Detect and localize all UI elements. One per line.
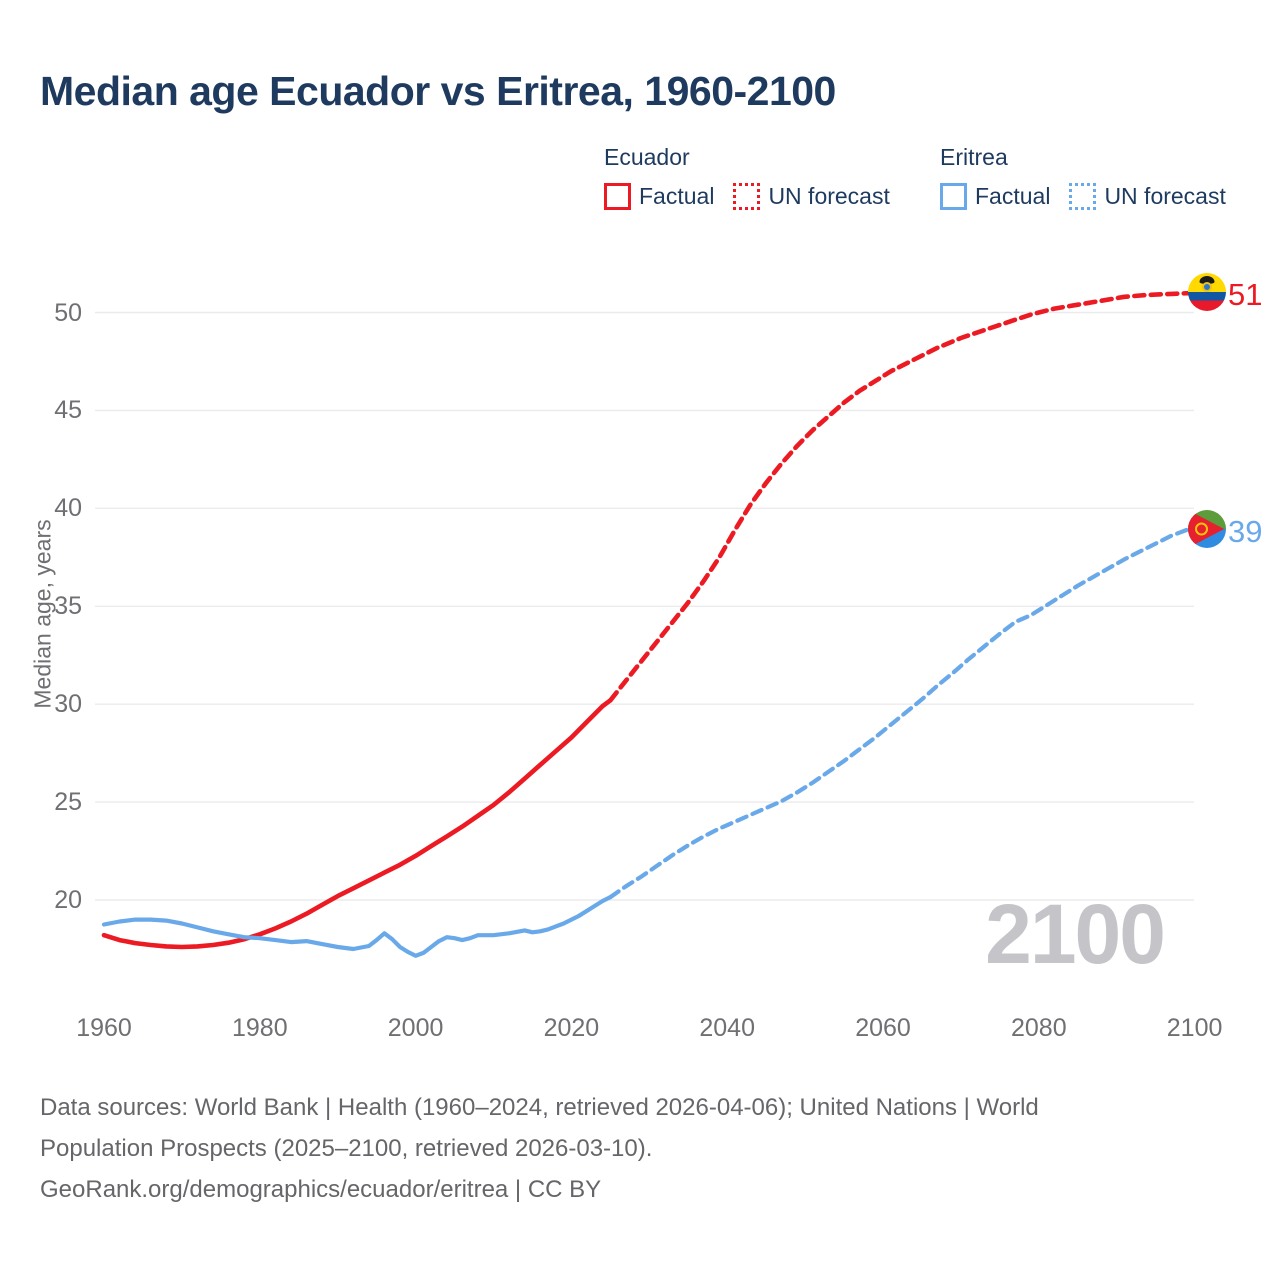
- eritrea-forecast-swatch-icon: [1069, 183, 1097, 210]
- ecuador-forecast-swatch-icon: [733, 183, 761, 210]
- y-tick-label: 50: [54, 298, 82, 327]
- legend-label: UN forecast: [768, 183, 890, 209]
- y-tick-label: 20: [54, 886, 82, 914]
- x-tick-label: 2100: [1166, 1014, 1223, 1042]
- page-title: Median age Ecuador vs Eritrea, 1960-2100: [40, 68, 836, 114]
- eritrea-flag-icon: [1188, 510, 1226, 548]
- x-tick-label: 2020: [543, 1014, 600, 1042]
- footer-line-sources: Data sources: World Bank | Health (1960–…: [40, 1094, 1039, 1121]
- legend-group-ecuador: Ecuador Factual UN forecast: [604, 144, 890, 210]
- eritrea-un-forecast-line: [608, 525, 1197, 900]
- legend-label: Factual: [639, 183, 715, 209]
- watermark-year: 2100: [985, 887, 1166, 981]
- legend-item-ecuador-factual: Factual: [604, 183, 714, 210]
- legend-label: UN forecast: [1104, 183, 1226, 209]
- y-tick-label: 40: [54, 494, 82, 523]
- y-tick-label: 35: [54, 592, 82, 621]
- ecuador-flag-icon: [1188, 273, 1226, 311]
- legend-group-title-ecuador: Ecuador: [604, 144, 690, 170]
- legend-row-eritrea: Factual UN forecast: [940, 183, 1226, 210]
- x-tick-label: 2000: [387, 1014, 444, 1042]
- x-tick-label: 2060: [855, 1014, 911, 1042]
- eritrea-end-value: 39: [1228, 514, 1263, 549]
- legend-group-title-eritrea: Eritrea: [940, 144, 1008, 170]
- ecuador-un-forecast-line: [608, 290, 1197, 703]
- x-tick-label: 2080: [1010, 1014, 1067, 1042]
- legend-item-eritrea-factual: Factual: [940, 183, 1050, 210]
- x-tick-label: 2040: [699, 1014, 755, 1042]
- legend-label: Factual: [975, 183, 1051, 209]
- x-tick-label: 1980: [231, 1014, 288, 1042]
- legend-item-eritrea-forecast: UN forecast: [1069, 183, 1226, 210]
- ecuador-factual-swatch-icon: [604, 183, 631, 210]
- y-axis-title: Median age, years: [29, 519, 56, 709]
- y-tick-label: 30: [54, 690, 82, 719]
- footer: Data sources: World Bank | Health (1960–…: [40, 1091, 1039, 1214]
- ecuador-end-value: 51: [1228, 277, 1263, 312]
- eritrea-factual-line: [101, 895, 613, 958]
- eritrea-factual-swatch-icon: [940, 183, 967, 210]
- ecuador-factual-line: [101, 698, 613, 950]
- legend-item-ecuador-forecast: UN forecast: [733, 183, 890, 210]
- legend-row-ecuador: Factual UN forecast: [604, 183, 890, 210]
- y-tick-label: 45: [54, 396, 82, 425]
- footer-line-credit: GeoRank.org/demographics/ecuador/eritrea…: [40, 1176, 602, 1203]
- x-tick-label: 1960: [76, 1014, 132, 1042]
- legend-group-eritrea: Eritrea Factual UN forecast: [940, 144, 1226, 210]
- y-tick-label: 25: [54, 788, 82, 817]
- footer-line-sources-2: Population Prospects (2025–2100, retriev…: [40, 1135, 653, 1162]
